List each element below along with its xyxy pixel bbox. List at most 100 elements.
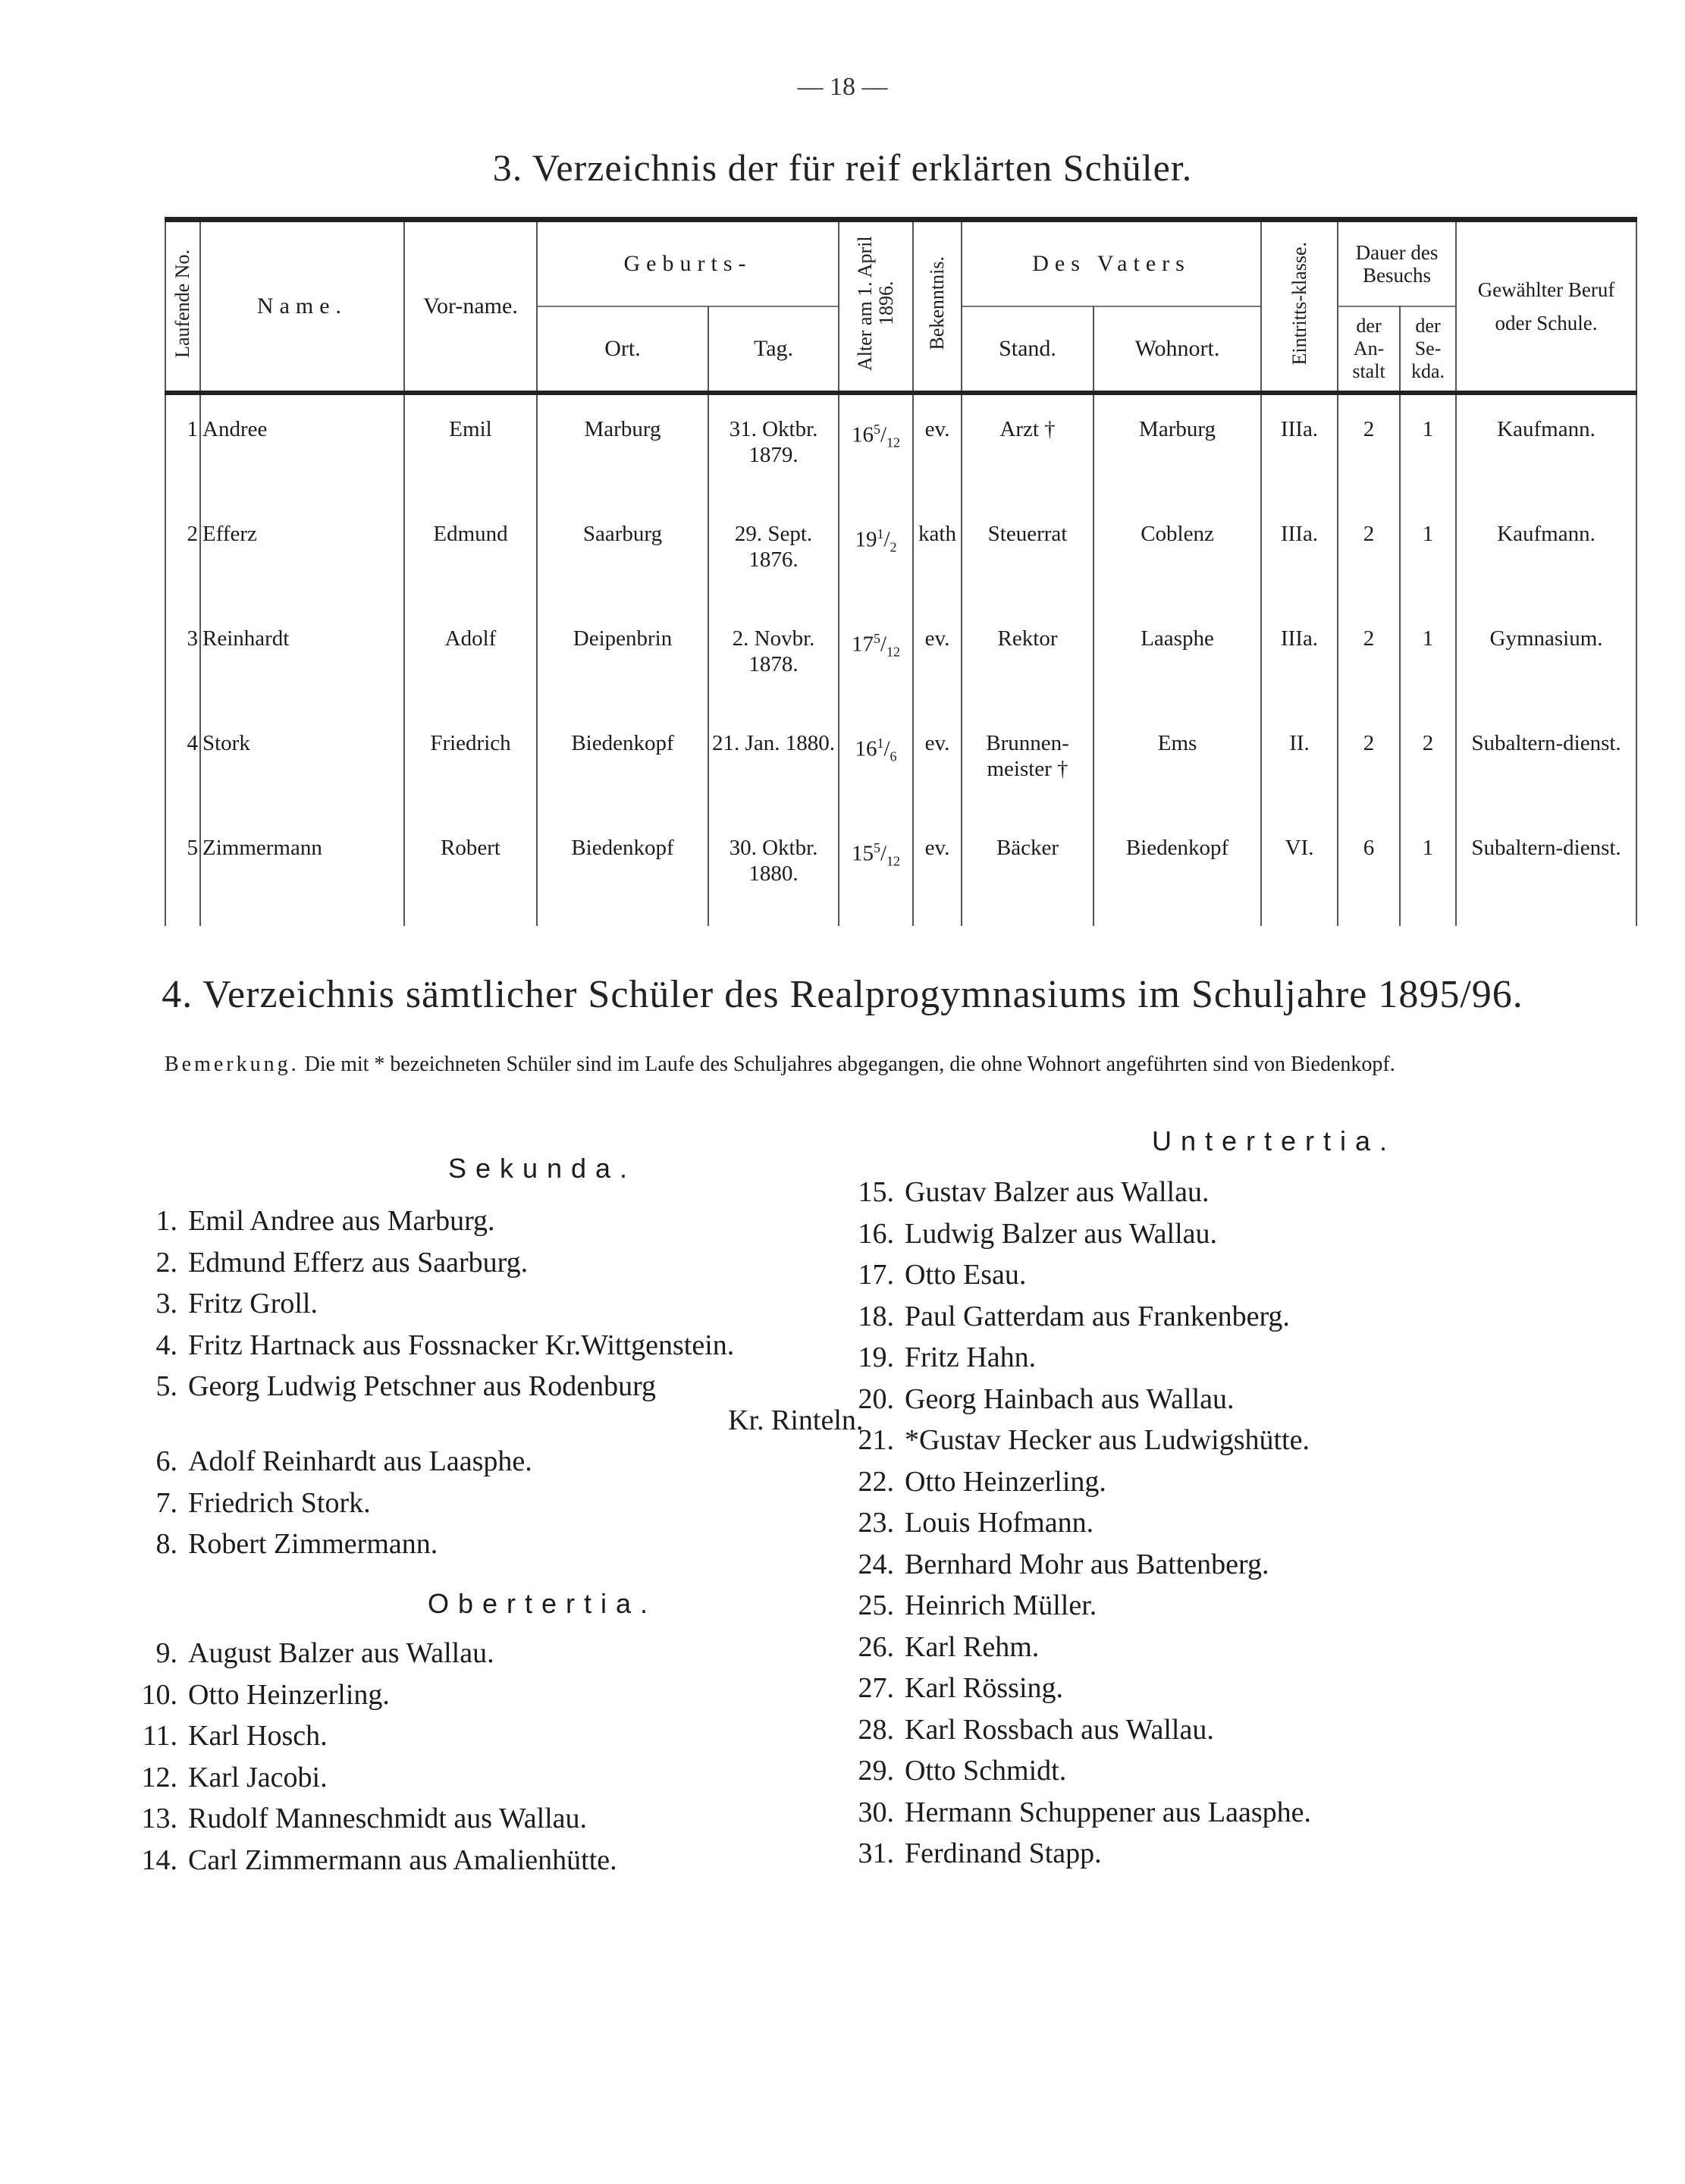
- untertertia-heading: Untertertia.: [1151, 1125, 1397, 1156]
- cell-beruf: Kaufmann.: [1455, 500, 1638, 604]
- item-text: Friedrich Stork.: [188, 1486, 371, 1519]
- page-number: — 18 —: [797, 73, 888, 101]
- item-number: 20.: [858, 1382, 895, 1415]
- cell-beruf: Kaufmann.: [1455, 393, 1638, 500]
- list-item: 8. Robert Zimmermann.: [129, 1527, 438, 1561]
- cell-wohnort: Ems: [1093, 709, 1263, 814]
- header-bekenntnis: Bekenntnis.: [912, 219, 963, 393]
- item-text: Adolf Reinhardt aus Laasphe.: [188, 1445, 532, 1477]
- item-number: 6.: [155, 1445, 178, 1477]
- table-row: 1 Andree Emil Marburg 31. Oktbr. 1879. 165/12…: [165, 393, 1638, 500]
- item-text: Hermann Schuppener aus Laasphe.: [905, 1796, 1312, 1828]
- header-laufende-no: Laufende No.: [165, 219, 201, 393]
- header-ort: Ort.: [536, 306, 709, 393]
- list-item: 17. Otto Esau.: [846, 1258, 1027, 1291]
- list-item: 13. Rudolf Manneschmidt aus Wallau.: [129, 1802, 588, 1835]
- cell-wohnort: Marburg: [1093, 393, 1263, 500]
- item-text: Ferdinand Stapp.: [905, 1837, 1102, 1869]
- list-item: 14. Carl Zimmermann aus Amalienhütte.: [129, 1844, 617, 1877]
- item-number: 26.: [858, 1630, 895, 1663]
- cell-no: 1: [165, 393, 201, 500]
- header-stand: Stand.: [961, 306, 1095, 393]
- item-text: Fritz Groll.: [188, 1288, 318, 1320]
- cell-name: Zimmermann: [199, 814, 405, 926]
- list-item: 30. Hermann Schuppener aus Laasphe.: [846, 1796, 1312, 1829]
- list-item: 23. Louis Hofmann.: [846, 1506, 1094, 1539]
- cell-alter: 175/12: [838, 604, 915, 709]
- cell-sekunda: 2: [1399, 709, 1458, 814]
- cell-bek: ev.: [912, 393, 963, 500]
- header-der-sekunda: der Se-kda.: [1399, 306, 1458, 393]
- cell-wohnort: Biedenkopf: [1093, 814, 1263, 926]
- header-geburts: Geburts-: [535, 219, 840, 306]
- age-num: 1: [877, 526, 884, 541]
- cell-no: 4: [165, 709, 201, 814]
- cell-tag: 29. Sept. 1876.: [707, 500, 840, 604]
- age-whole: 15: [851, 841, 874, 866]
- cell-stand: Rektor: [961, 604, 1095, 709]
- cell-name: Stork: [199, 709, 405, 814]
- item-text: Edmund Efferz aus Saarburg.: [188, 1246, 529, 1279]
- list-item: 3. Fritz Groll.: [129, 1287, 318, 1320]
- item-text: Gustav Balzer aus Wallau.: [905, 1176, 1210, 1208]
- graduates-table: Laufende No. Name. Vor-name. Geburts- Al…: [165, 217, 1638, 926]
- item-number: 9.: [155, 1637, 178, 1669]
- cell-klasse: II.: [1260, 709, 1339, 814]
- table-row: 2 Efferz Edmund Saarburg 29. Sept. 1876. 191/…: [165, 500, 1638, 604]
- cell-beruf: Subaltern-dienst.: [1455, 709, 1638, 814]
- cell-alter: 165/12: [838, 393, 915, 500]
- list-item-continuation: Kr. Rinteln.: [728, 1404, 864, 1436]
- item-text: Georg Ludwig Petschner aus Rodenburg: [188, 1370, 657, 1402]
- item-text: Fritz Hahn.: [905, 1341, 1037, 1373]
- item-number: 25.: [858, 1589, 895, 1621]
- item-number: 1.: [155, 1205, 178, 1237]
- cell-ort: Marburg: [536, 393, 709, 500]
- item-text: Paul Gatterdam aus Frankenberg.: [905, 1300, 1290, 1332]
- list-item: 2. Edmund Efferz aus Saarburg.: [129, 1246, 529, 1279]
- cell-beruf: Subaltern-dienst.: [1455, 814, 1638, 926]
- item-text: Otto Heinzerling.: [905, 1465, 1106, 1498]
- item-number: 3.: [155, 1288, 178, 1320]
- age-whole: 19: [855, 527, 877, 552]
- item-number: 17.: [858, 1259, 895, 1291]
- cell-tag: 30. Oktbr. 1880.: [707, 814, 840, 926]
- item-text: Karl Jacobi.: [188, 1761, 328, 1793]
- header-beruf: Gewählter Beruf oder Schule.: [1455, 219, 1638, 393]
- cell-klasse: VI.: [1260, 814, 1339, 926]
- cell-bek: ev.: [912, 814, 963, 926]
- cell-stand: Arzt †: [961, 393, 1095, 500]
- item-text: Carl Zimmermann aus Amalienhütte.: [188, 1844, 617, 1876]
- header-alter: Alter am 1. April 1896.: [838, 219, 915, 393]
- item-text: Karl Hosch.: [188, 1720, 328, 1752]
- item-text: *Gustav Hecker aus Ludwigshütte.: [905, 1424, 1310, 1456]
- item-text: Robert Zimmermann.: [188, 1528, 438, 1560]
- age-den: 6: [890, 748, 897, 764]
- age-whole: 16: [855, 736, 877, 761]
- age-den: 12: [886, 435, 901, 450]
- cell-sekunda: 1: [1399, 604, 1458, 709]
- item-text: Otto Esau.: [905, 1259, 1027, 1291]
- item-text: Karl Rehm.: [905, 1630, 1040, 1663]
- cell-tag: 2. Novbr. 1878.: [707, 604, 840, 709]
- cell-name: Efferz: [199, 500, 405, 604]
- item-text: Rudolf Manneschmidt aus Wallau.: [188, 1803, 588, 1834]
- cell-name: Andree: [199, 393, 405, 500]
- item-number: 15.: [858, 1176, 895, 1208]
- bemerkung: Bemerkung. Die mit * bezeichneten Schüle…: [165, 1048, 1643, 1081]
- item-number: 7.: [155, 1486, 178, 1519]
- cell-vorname: Robert: [403, 814, 538, 926]
- cell-anstalt: 2: [1337, 500, 1401, 604]
- header-wohnort: Wohnort.: [1093, 306, 1263, 393]
- cell-bek: kath: [912, 500, 963, 604]
- table-row: 4 Stork Friedrich Biedenkopf 21. Jan. 1880. 1…: [165, 709, 1638, 814]
- list-item: 7. Friedrich Stork.: [129, 1486, 371, 1520]
- item-text: Fritz Hartnack aus Fossnacker Kr.Wittgen…: [188, 1329, 735, 1361]
- cell-klasse: IIIa.: [1260, 604, 1339, 709]
- cell-stand: Brunnen-meister †: [961, 709, 1095, 814]
- cell-wohnort: Coblenz: [1093, 500, 1263, 604]
- cell-ort: Saarburg: [536, 500, 709, 604]
- cell-vorname: Friedrich: [403, 709, 538, 814]
- item-number: 19.: [858, 1341, 895, 1373]
- header-vorname: Vor-name.: [403, 219, 538, 393]
- cell-alter: 161/6: [838, 709, 915, 814]
